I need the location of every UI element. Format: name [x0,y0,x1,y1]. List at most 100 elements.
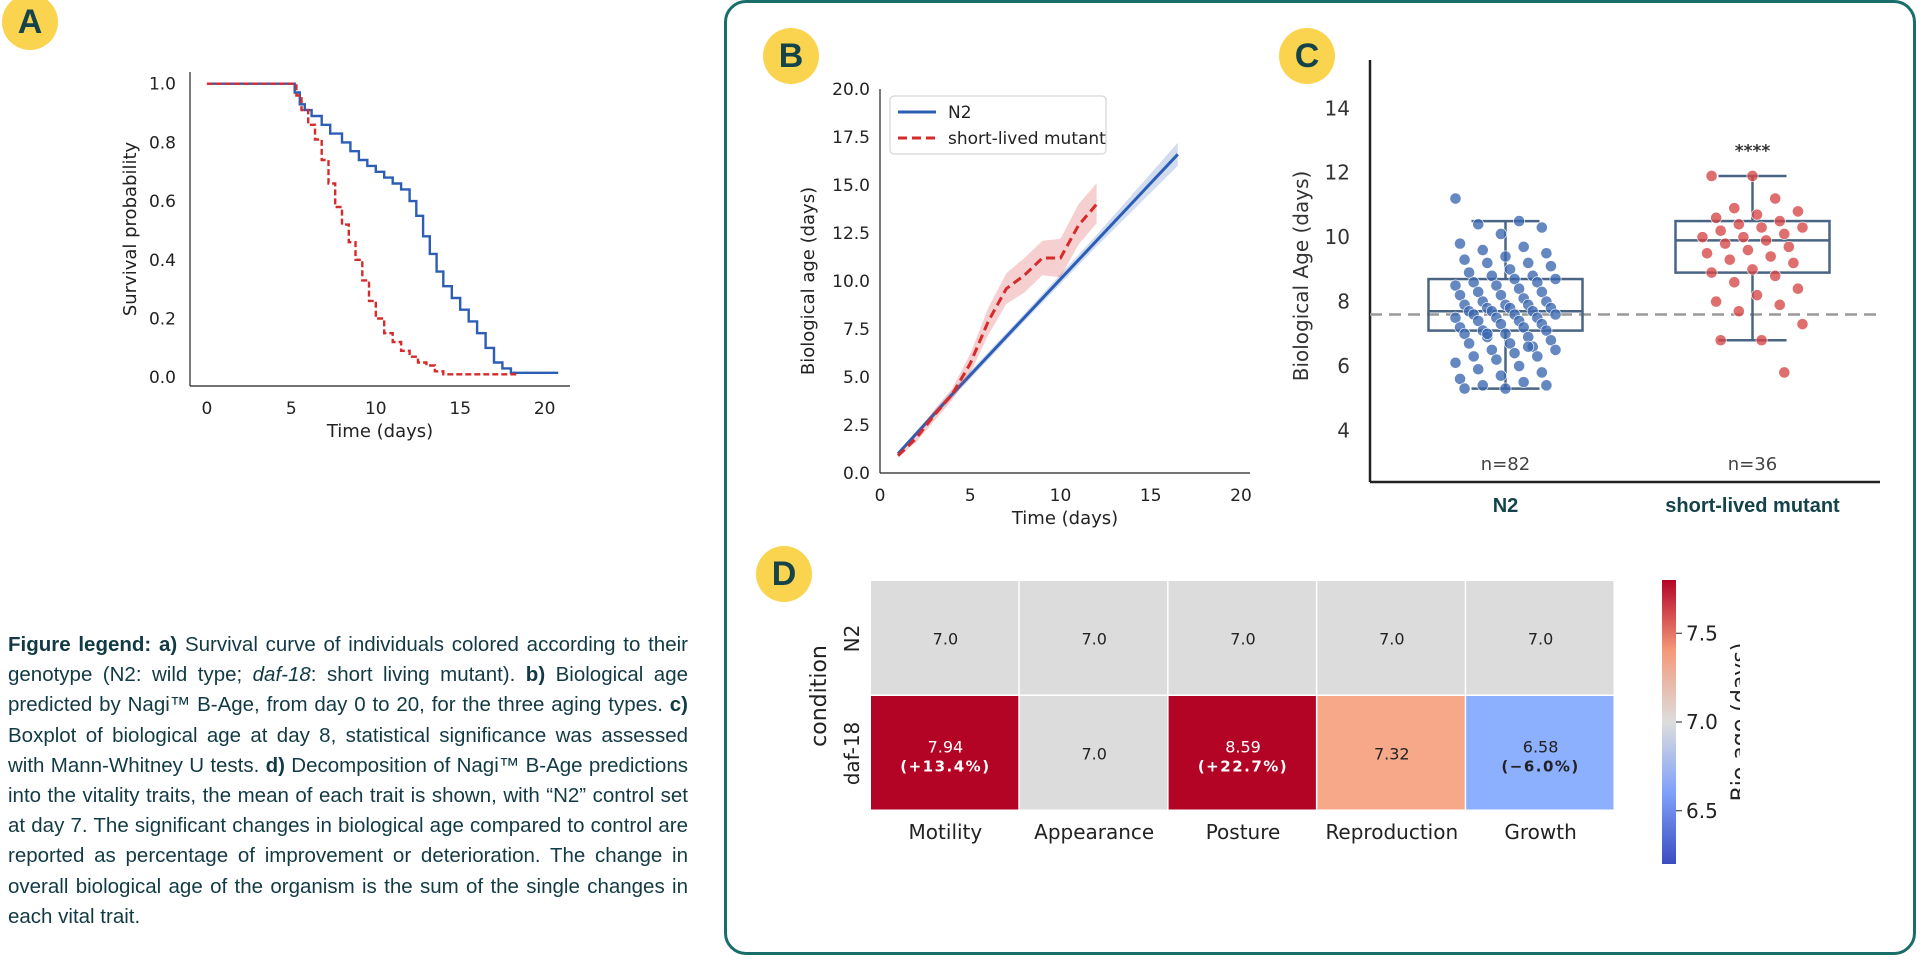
data-point [1760,234,1773,247]
data-point [1463,337,1476,350]
data-point [1728,202,1741,215]
column-label: Motility [909,820,983,844]
y-tick-label: 0.6 [149,192,176,212]
data-point [1495,369,1507,382]
series-line-N2 [206,82,559,374]
data-point [1755,221,1768,234]
panel-d-badge: D [756,546,812,602]
data-point [1535,286,1548,298]
data-point [1495,289,1507,302]
data-point [1449,192,1462,205]
data-point [1472,286,1485,298]
series-line-N2 [896,153,1179,455]
x-tick-label: 10 [365,399,387,419]
heatmap-cell [1168,581,1316,695]
data-point [1714,224,1727,237]
y-tick-label: 6 [1337,354,1350,378]
data-point [1531,276,1544,289]
data-point [1787,257,1800,269]
category-label: short-lived mutant [1665,495,1840,517]
data-point [1545,260,1557,273]
data-point [1467,350,1480,363]
data-point [1513,360,1526,372]
data-point [1549,273,1562,285]
data-point [1499,250,1512,263]
heatmap-cell [871,696,1019,810]
data-point [1742,244,1754,256]
heatmap-cell [1019,696,1168,810]
column-label: Appearance [1034,820,1154,844]
legend-box [889,95,1107,155]
data-point [1522,257,1535,269]
series-line-daf-18 [206,82,520,376]
y-tick-label: 10.0 [832,272,870,292]
data-point [1454,289,1466,302]
data-point [1495,318,1507,331]
data-point [1705,266,1718,279]
y-axis-title: Biological age (days) [798,187,819,375]
x-tick-label: 10 [1050,486,1072,506]
data-point [1472,363,1485,376]
legend-a-key: a) [159,633,178,656]
data-point [1485,269,1498,282]
data-point [1714,334,1727,347]
y-tick-label: 12 [1325,161,1350,185]
x-tick-label: 20 [1230,486,1252,506]
data-point [1517,376,1530,389]
y-tick-label: 2.5 [843,416,870,436]
data-point [1751,208,1763,221]
data-point [1463,266,1476,279]
biological-age-chart: 0 5 10 15 20 0.0 2.5 5.0 7.5 10.0 12.5 15.0 17.5 20.0… [798,80,1252,529]
data-point [1751,289,1763,302]
figure-legend: Figure legend: a) Survival curve of indi… [8,630,688,932]
legend-d-text: Decomposition of Nagi™ B-Age predictions… [8,753,688,928]
y-axis-title: Biological Age (days) [1289,171,1313,382]
x-tick-label: 5 [965,486,976,506]
confidence-band-short-lived mutant [898,183,1097,458]
data-point [1719,237,1732,250]
data-point [1535,366,1548,379]
y-tick-label: 0.4 [149,251,176,271]
data-point [1540,247,1553,260]
x-tick-label: 15 [449,399,471,419]
data-point [1737,231,1750,244]
panel-c-badge: C [1279,28,1335,84]
data-point [1778,366,1791,379]
legend-b-text: Biological age predicted by Nagi™ B-Age,… [8,663,689,717]
data-point [1728,276,1741,289]
column-label: Growth [1504,820,1576,844]
data-point [1522,340,1535,353]
data-point [1796,318,1809,331]
data-point [1476,379,1489,392]
x-tick-label: 0 [201,399,212,419]
significance-marker: **** [1735,142,1771,162]
x-tick-label: 5 [286,399,297,419]
data-point [1531,350,1544,363]
data-point [1472,315,1485,327]
column-label: Posture [1206,820,1281,844]
y-tick-label: 12.5 [832,224,870,244]
data-point [1454,373,1466,385]
cell-value: 7.94 [928,738,964,757]
data-point [1549,308,1562,321]
data-point [1481,327,1494,340]
y-tick-label: 17.5 [832,128,870,148]
data-point [1508,273,1521,285]
data-point [1540,379,1553,392]
data-point [1782,240,1795,253]
data-point [1710,211,1723,224]
data-point [1467,276,1480,289]
cell-value: 7.0 [1379,630,1404,649]
x-tick-label: 0 [875,486,886,506]
column-label: Reproduction [1325,820,1458,844]
data-point [1472,218,1485,231]
heatmap-cell [1317,581,1465,695]
data-point [1723,253,1736,266]
data-point [1710,295,1723,308]
legend-c-key: c) [669,693,688,717]
data-point [1490,353,1503,366]
y-tick-label: 1.0 [149,75,176,95]
cell-value: 7.0 [1081,745,1106,764]
data-point [1485,344,1498,356]
colorbar-tick-label: 7.5 [1686,621,1718,645]
